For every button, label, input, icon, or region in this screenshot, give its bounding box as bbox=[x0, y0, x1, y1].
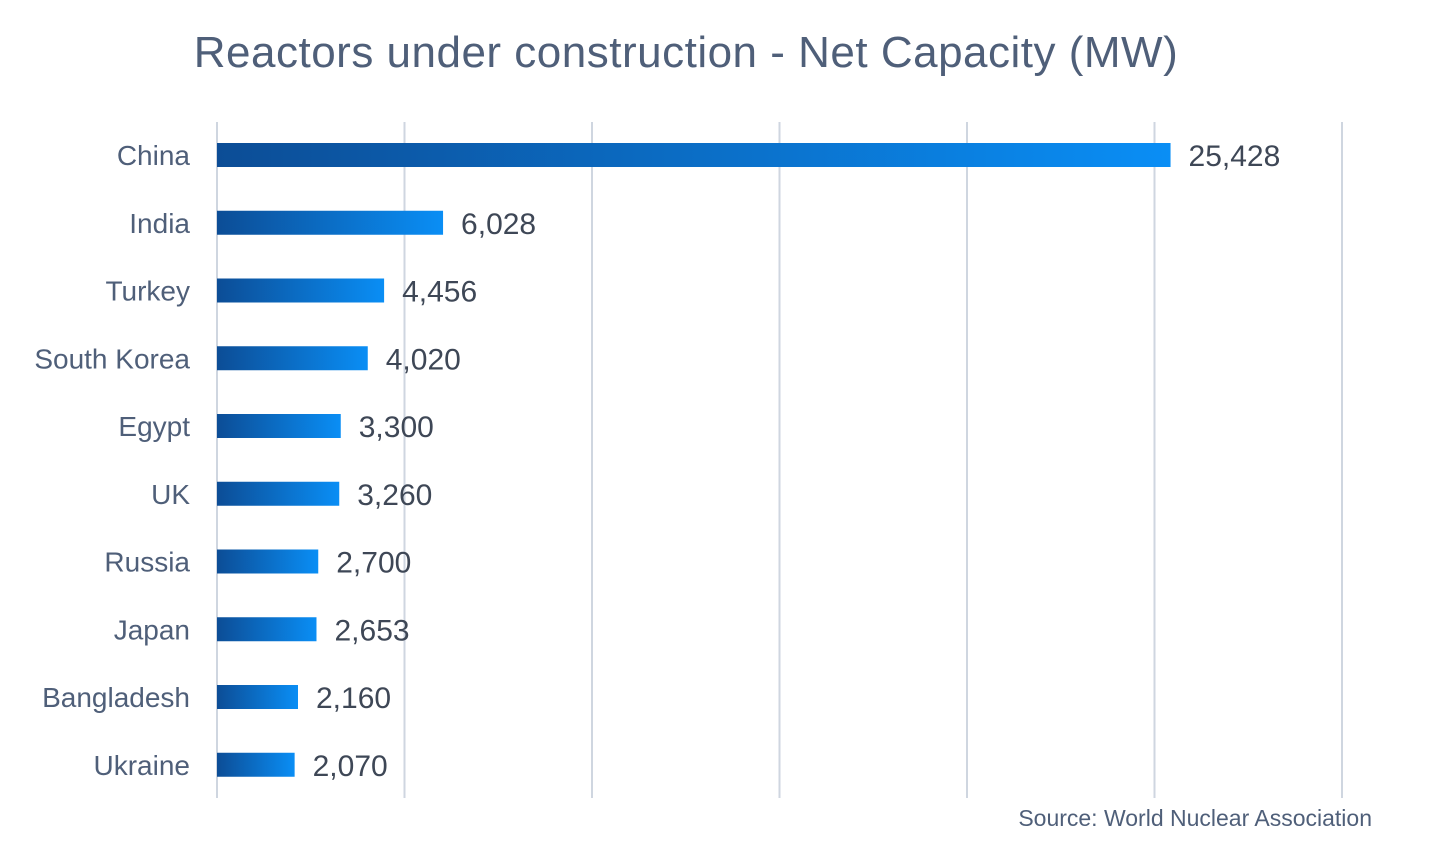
value-label: 2,700 bbox=[336, 547, 411, 580]
chart-title: Reactors under construction - Net Capaci… bbox=[193, 28, 1179, 77]
category-label: Russia bbox=[104, 547, 190, 578]
value-label: 3,300 bbox=[359, 411, 434, 444]
bars bbox=[217, 143, 1171, 777]
bar-egypt bbox=[217, 414, 341, 438]
value-label: 2,653 bbox=[334, 614, 409, 647]
bar-china bbox=[217, 143, 1171, 167]
category-label: Turkey bbox=[105, 276, 190, 307]
category-label: Egypt bbox=[118, 411, 190, 442]
bar-japan bbox=[217, 617, 317, 642]
category-label: UK bbox=[151, 479, 190, 510]
bar-russia bbox=[217, 549, 319, 574]
category-label: India bbox=[129, 208, 190, 239]
bar-india bbox=[217, 210, 444, 235]
bar-ukraine bbox=[217, 752, 295, 777]
value-label: 25,428 bbox=[1189, 140, 1281, 173]
value-label: 4,020 bbox=[386, 343, 461, 376]
category-label: Ukraine bbox=[94, 750, 190, 781]
value-label: 6,028 bbox=[461, 208, 536, 241]
value-labels: 25,428 6,028 4,456 4,020 3,300 3,260 2,700 2,65… bbox=[313, 140, 1281, 783]
category-label: China bbox=[117, 140, 191, 171]
bar-turkey bbox=[217, 278, 385, 303]
value-label: 4,456 bbox=[402, 276, 477, 309]
category-label: Bangladesh bbox=[42, 682, 190, 713]
source-note: Source: World Nuclear Association bbox=[1018, 805, 1372, 831]
bar-south-korea bbox=[217, 346, 368, 371]
category-label: South Korea bbox=[34, 343, 190, 374]
value-label: 3,260 bbox=[357, 479, 432, 512]
value-label: 2,070 bbox=[313, 750, 388, 783]
value-label: 2,160 bbox=[316, 682, 391, 715]
category-label: Japan bbox=[114, 614, 190, 645]
bar-bangladesh bbox=[217, 685, 298, 709]
bar-uk bbox=[217, 481, 340, 506]
category-labels: China India Turkey South Korea Egypt UK Russia… bbox=[34, 140, 190, 781]
